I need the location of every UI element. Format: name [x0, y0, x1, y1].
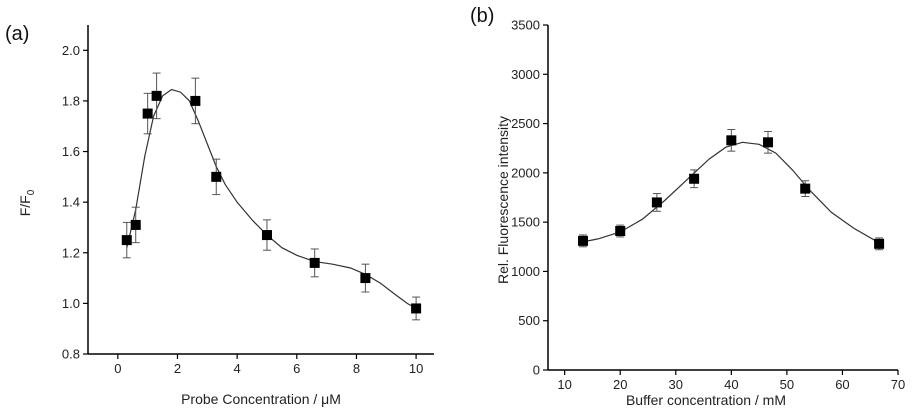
panel-a-y-axis-title: F/F0	[17, 189, 37, 216]
panel-b-x-tick-label: 60	[835, 377, 849, 392]
panel-b-y-tick-label: 2000	[511, 165, 540, 180]
panel-b-y-tick-label: 3000	[511, 67, 540, 82]
panel-b-x-tick-label: 30	[669, 377, 683, 392]
panel-a-data-point	[121, 235, 132, 246]
panel-b-y-tick-label: 0	[533, 363, 540, 378]
panel-b-data-point	[651, 197, 662, 208]
panel-a-y-tick-label: 1.8	[62, 93, 80, 108]
panel-a-data-point	[211, 171, 222, 182]
panel-a-plot-area: 0 2 4 6 8 10 0.8 1.0 1.2 1.4 1.6 1.8 2.0	[62, 25, 434, 376]
panel-b-y-axis-title: Rel. Fluorescence intensity	[495, 116, 511, 284]
panel-b-x-tick-label: 50	[780, 377, 794, 392]
panel-a-y-tick-label: 1.6	[62, 144, 80, 159]
panel-a-x-tick-label: 2	[174, 361, 181, 376]
panel-b-data-point	[800, 183, 811, 194]
panel-a-data-point	[309, 257, 320, 268]
panel-b-data-point	[874, 238, 885, 249]
panel-b-data-point	[689, 173, 700, 184]
panel-b-data-point	[763, 137, 773, 148]
panel-a-data-point	[261, 230, 272, 241]
panel-a-y-tick-label: 1.4	[62, 195, 80, 210]
panel-a-x-tick-label: 10	[409, 361, 423, 376]
panel-a-y-axis-title-main: F/F	[17, 195, 33, 216]
panel-a-data-point	[142, 108, 153, 119]
panel-a-y-tick-label: 1.0	[62, 296, 80, 311]
panel-a-y-tick-label: 2.0	[62, 43, 80, 58]
panel-b-plot-area: 10 20 30 40 50 60 70 0 500 1000 1500 2000 2500 3000 35…	[511, 18, 905, 393]
panel-a-data-point	[411, 303, 422, 314]
panel-b: (b) 10 20 30 40 50 60 70 0 500 1000 1500 2000 2500 30…	[470, 5, 905, 408]
panel-a: (a) 0 2 4 6 8 10 0.8 1.0 1.2 1.4 1.6 1.8 2.0 Probe C…	[5, 23, 434, 407]
panel-a-x-tick-label: 6	[293, 361, 300, 376]
panel-b-data-point	[726, 135, 737, 146]
panel-b-x-axis-title: Buffer concentration / mM	[626, 392, 786, 408]
panel-a-data-point	[360, 273, 371, 284]
panel-a-y-tick-label: 1.2	[62, 245, 80, 260]
panel-b-x-tick-label: 40	[724, 377, 738, 392]
panel-a-y-tick-label: 0.8	[62, 347, 80, 362]
panel-b-data-point	[578, 235, 588, 246]
panel-b-y-tick-label: 1000	[511, 264, 540, 279]
panel-a-x-tick-label: 0	[114, 361, 121, 376]
panel-b-x-tick-label: 70	[891, 377, 905, 392]
panel-a-data-point	[130, 219, 141, 230]
panel-a-label: (a)	[5, 23, 29, 45]
panel-a-data-point	[151, 90, 162, 101]
panel-a-fit-curve	[126, 88, 417, 309]
panel-a-y-axis-title-sub: 0	[26, 189, 37, 195]
panel-a-x-tick-label: 8	[353, 361, 360, 376]
panel-b-y-tick-label: 2500	[511, 116, 540, 131]
panel-b-fit-curve	[582, 141, 880, 244]
panel-b-data-point	[615, 226, 626, 237]
panel-a-data-point	[190, 95, 201, 106]
panel-a-x-axis-title: Probe Concentration / μM	[181, 391, 341, 407]
panel-b-label: (b)	[470, 5, 494, 27]
panel-b-y-tick-label: 1500	[511, 215, 540, 230]
panel-b-x-tick-label: 10	[557, 377, 571, 392]
panel-b-x-tick-label: 20	[613, 377, 627, 392]
panel-b-y-tick-label: 500	[518, 313, 540, 328]
panel-b-y-tick-label: 3500	[511, 18, 540, 33]
panel-a-x-tick-label: 4	[234, 361, 241, 376]
